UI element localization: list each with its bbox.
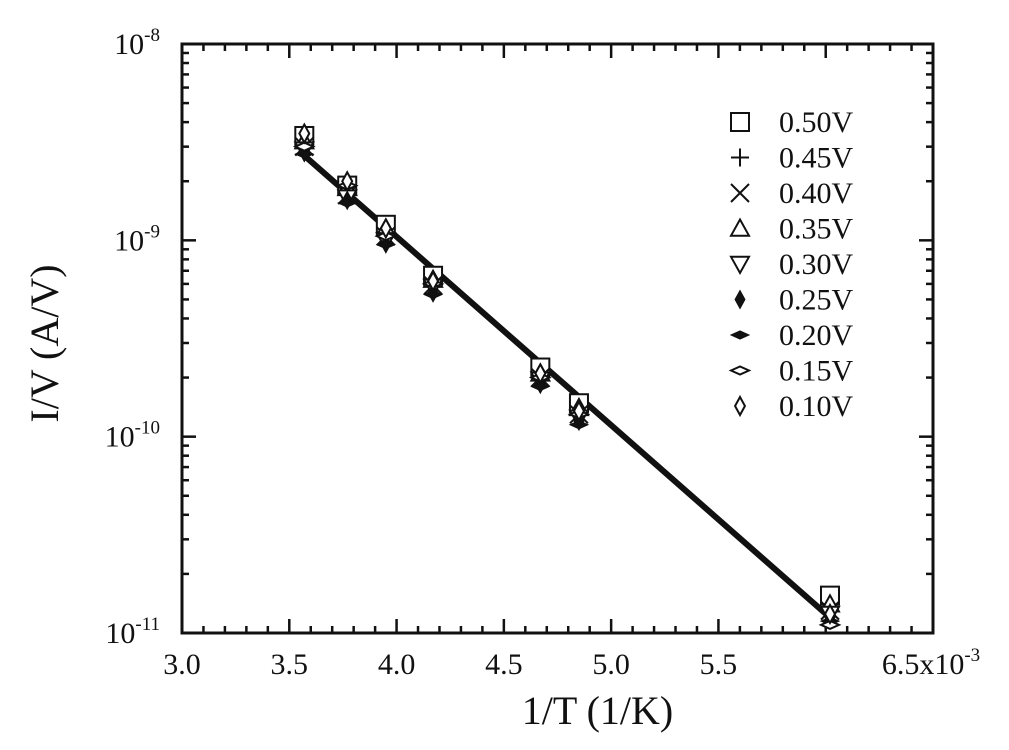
legend-label: 0.40V <box>779 177 854 210</box>
data-points <box>292 122 842 631</box>
x-tick-labels: 3.0 3.5 4.0 4.5 5.0 5.5 6.5x10-3 <box>163 645 980 681</box>
x-tick-label: 3.5 <box>271 648 309 681</box>
y-tick-label: 10-9 <box>114 221 160 257</box>
y-tick-label: 10-11 <box>105 614 160 650</box>
x-tick-label: 4.0 <box>378 648 416 681</box>
x-tick-label: 5.5 <box>700 648 738 681</box>
data-point-lens-filled <box>375 240 397 250</box>
legend-marker-triangle-up <box>729 217 751 237</box>
x-tick-label: 5.0 <box>592 648 630 681</box>
legend-marker-diamond-open <box>733 394 747 418</box>
data-point-diamond-open <box>298 122 311 145</box>
legend-label: 0.25V <box>779 284 854 317</box>
legend-label: 0.35V <box>779 213 854 246</box>
data-point-lens-open <box>292 141 316 152</box>
legend-label: 0.45V <box>779 142 854 175</box>
data-point-diamond-open <box>341 170 354 193</box>
legend-marker-lens-filled <box>729 330 751 340</box>
plot-frame <box>180 42 935 635</box>
x-axis-title: 1/T (1/K) <box>522 688 673 733</box>
y-tick-labels: 10-8 10-9 10-10 10-11 <box>105 25 160 650</box>
data-point-lens-filled <box>530 381 551 392</box>
legend-label: 0.10V <box>779 390 854 423</box>
legend-label: 0.15V <box>779 355 854 388</box>
x-tick-label: 4.5 <box>485 648 523 681</box>
data-point-diamond-open <box>534 362 547 385</box>
x-tick-label: 6.5x10-3 <box>882 645 980 681</box>
x-tick-label: 3.0 <box>163 648 201 681</box>
data-point-diamond-open <box>379 217 392 240</box>
data-point-lens-filled <box>294 149 315 159</box>
legend-marker-lens-open <box>728 365 752 376</box>
data-point-diamond-open <box>572 400 586 423</box>
legend-marker-x <box>730 183 750 203</box>
legend-label: 0.50V <box>779 106 854 139</box>
data-point-diamond-open <box>823 602 837 626</box>
y-tick-label: 10-10 <box>105 418 160 454</box>
data-point-lens-filled <box>568 420 590 430</box>
legend-marker-triangle-down <box>729 255 751 276</box>
data-point-lens-filled <box>422 289 444 300</box>
legend-marker-square <box>730 112 750 132</box>
legend-label: 0.30V <box>779 248 854 281</box>
y-tick-label: 10-8 <box>114 25 160 61</box>
data-point-lens-filled <box>337 198 358 208</box>
legend-marker-plus <box>731 148 749 167</box>
legend: 0.50V0.45V0.40V0.35V0.30V0.25V0.20V0.15V… <box>728 106 854 423</box>
legend-label: 0.20V <box>779 319 854 352</box>
legend-marker-diamond-filled <box>734 289 746 310</box>
data-point-diamond-open <box>426 270 440 293</box>
y-axis-title: I/V (A/V) <box>22 264 67 422</box>
